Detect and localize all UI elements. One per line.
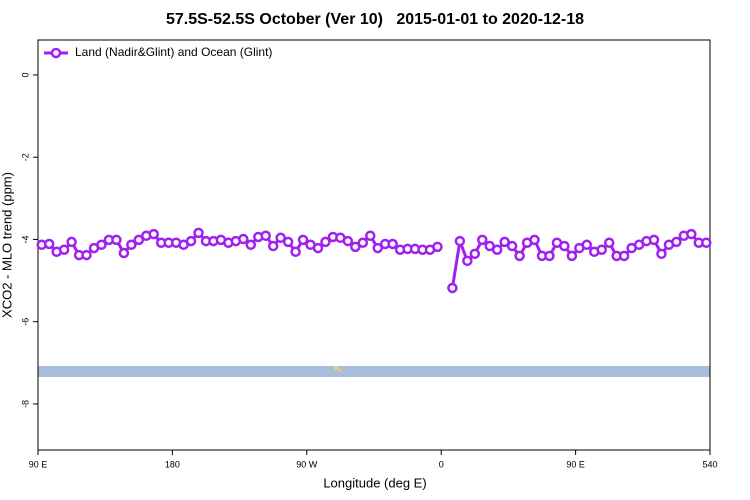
y-tick-label: -2: [20, 153, 30, 161]
point: [671, 236, 682, 248]
chart-title: 57.5S-52.5S October (Ver 10) 2015-01-01 …: [166, 11, 584, 28]
point: [372, 242, 383, 254]
point: [290, 246, 301, 258]
x-tick-label: 90 W: [296, 459, 318, 469]
point: [357, 237, 369, 248]
point: [544, 250, 555, 262]
point: [111, 234, 122, 246]
point: [686, 228, 697, 240]
y-tick-label: -8: [20, 400, 30, 408]
point: [267, 240, 279, 252]
point: [260, 230, 271, 241]
legend-label: Land (Nadir&Glint) and Ocean (Glint): [75, 45, 272, 59]
point: [477, 234, 488, 246]
x-axis-label: Longitude (deg E): [323, 475, 426, 490]
point: [58, 244, 70, 255]
point: [529, 234, 540, 246]
point: [96, 239, 107, 251]
point: [148, 228, 159, 240]
point: [566, 250, 578, 262]
point: [312, 242, 324, 254]
point: [596, 244, 607, 255]
point: [499, 236, 510, 248]
point: [43, 238, 55, 250]
y-tick-label: 0: [20, 72, 30, 77]
point: [66, 236, 77, 248]
point: [447, 282, 458, 294]
point: [350, 241, 361, 253]
point: [193, 227, 204, 239]
y-axis-label: XCO2 - MLO trend (ppm): [0, 172, 14, 318]
point: [238, 233, 249, 245]
point: [491, 244, 503, 255]
land-speck: [334, 366, 338, 370]
point: [559, 240, 570, 252]
point: [282, 236, 294, 248]
x-tick-label: 90 E: [29, 459, 48, 469]
x-tick-label: 540: [702, 459, 717, 469]
point: [126, 239, 137, 251]
point: [133, 234, 145, 246]
y-tick-label: -6: [20, 318, 30, 326]
x-tick-label: 180: [165, 459, 180, 469]
point: [81, 249, 92, 261]
point: [514, 250, 525, 262]
point: [297, 234, 309, 246]
y-tick-label: -4: [20, 235, 30, 243]
point: [320, 236, 331, 248]
map-strip: [38, 366, 710, 377]
x-tick-label: 0: [439, 459, 444, 469]
point: [656, 248, 667, 260]
point: [462, 255, 473, 267]
point: [469, 248, 481, 260]
x-tick-label: 90 E: [566, 459, 585, 469]
point: [185, 235, 197, 247]
point: [454, 235, 466, 247]
legend-marker: [50, 47, 62, 59]
point: [648, 234, 660, 246]
point: [245, 239, 257, 251]
point: [701, 237, 712, 248]
point: [432, 241, 443, 253]
point: [581, 239, 593, 251]
point: [365, 230, 376, 241]
point: [618, 250, 630, 262]
point: [342, 235, 354, 247]
point: [387, 238, 398, 250]
land-speck: [338, 368, 342, 372]
point: [603, 237, 615, 248]
point: [275, 232, 286, 244]
point: [118, 247, 130, 259]
point: [506, 240, 518, 252]
